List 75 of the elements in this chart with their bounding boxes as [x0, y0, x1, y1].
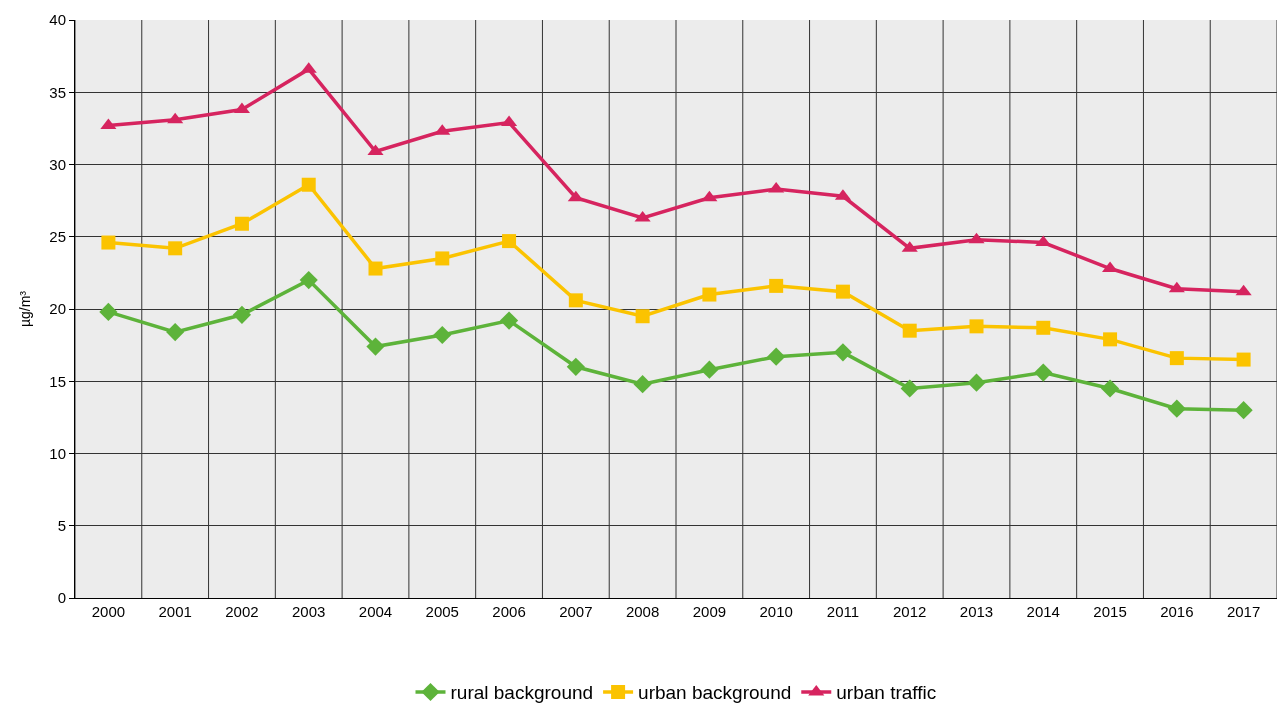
point — [301, 177, 316, 192]
point — [167, 112, 184, 124]
point — [968, 232, 985, 244]
point — [633, 375, 652, 394]
point — [168, 241, 183, 256]
x-tick-label: 2017 — [1226, 603, 1261, 620]
x-tick-label: 2008 — [625, 603, 660, 620]
point — [702, 287, 717, 302]
point — [1169, 351, 1184, 366]
x-tick-label: 2004 — [358, 603, 393, 620]
point — [567, 190, 584, 202]
x-tick-label: 2010 — [759, 603, 793, 620]
point — [166, 323, 185, 342]
point — [1234, 401, 1253, 420]
point — [232, 305, 252, 324]
point — [1236, 352, 1251, 367]
point — [368, 261, 383, 276]
x-tick-label: 2001 — [158, 603, 192, 620]
y-tick-label: 35 — [49, 83, 66, 101]
point — [99, 302, 118, 321]
x-tick-label: 2014 — [1026, 603, 1060, 620]
x-tick-label: 2016 — [1160, 603, 1194, 620]
point — [499, 311, 519, 330]
point — [101, 235, 116, 250]
y-tick-label: 40 — [49, 11, 66, 29]
point — [1036, 320, 1051, 335]
point — [1034, 363, 1053, 382]
point — [634, 210, 651, 222]
y-axis-title: µg/m³ — [16, 290, 33, 328]
x-tick-label: 2013 — [959, 603, 994, 620]
x-tick-label: 2011 — [826, 603, 860, 620]
point — [1103, 332, 1118, 347]
point — [299, 271, 318, 290]
x-tick-label: 2000 — [91, 603, 126, 620]
point — [1100, 379, 1120, 398]
point — [1168, 281, 1185, 293]
point — [433, 325, 452, 345]
point — [635, 309, 650, 324]
legend-label: urban traffic — [836, 682, 937, 704]
point — [502, 234, 517, 249]
point — [967, 373, 986, 392]
y-tick-label: 25 — [49, 228, 66, 245]
point — [234, 216, 249, 231]
x-tick-label: 2003 — [292, 603, 326, 620]
point — [969, 319, 984, 334]
point — [769, 278, 784, 293]
x-tick-label: 2015 — [1093, 603, 1127, 620]
point — [700, 360, 719, 379]
point — [701, 190, 718, 202]
y-tick-label: 20 — [49, 300, 66, 318]
x-tick-label: 2005 — [425, 603, 459, 620]
point — [566, 357, 585, 376]
x-tick-label: 2002 — [225, 603, 259, 620]
y-tick-label: 10 — [49, 444, 66, 462]
x-tick-label: 2012 — [893, 603, 927, 620]
point — [767, 347, 786, 366]
x-tick-label: 2009 — [692, 603, 727, 620]
legend-label: urban background — [638, 682, 792, 704]
point — [835, 284, 850, 299]
point — [902, 323, 917, 338]
y-tick-label: 0 — [57, 589, 66, 607]
point — [1035, 235, 1052, 247]
point — [833, 343, 853, 362]
point — [568, 293, 583, 308]
point — [1167, 399, 1186, 418]
y-tick-label: 5 — [57, 517, 66, 534]
x-tick-label: 2007 — [559, 603, 593, 620]
y-tick-label: 30 — [49, 155, 66, 173]
x-tick-label: 2006 — [492, 603, 526, 620]
point — [1235, 284, 1252, 296]
point — [435, 251, 450, 266]
legend-label: rural background — [450, 682, 594, 704]
point — [900, 379, 919, 398]
y-tick-label: 15 — [49, 372, 66, 390]
point — [366, 337, 385, 356]
